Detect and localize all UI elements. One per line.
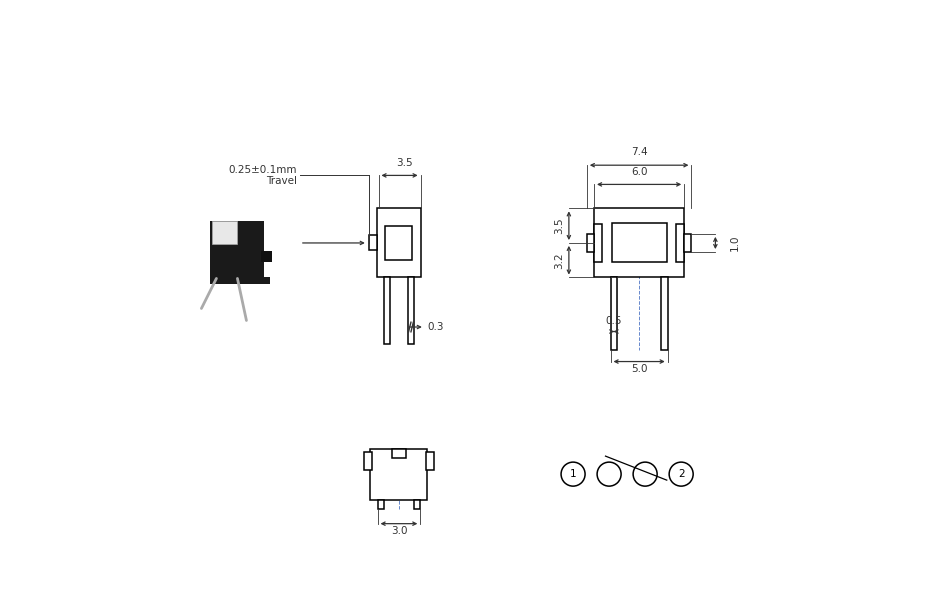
Bar [594, 208, 684, 278]
Text: 0.3: 0.3 [427, 322, 444, 332]
Text: 3.5: 3.5 [554, 218, 564, 234]
Bar [261, 251, 272, 262]
Text: 1.0: 1.0 [729, 235, 739, 251]
Bar [408, 278, 414, 344]
Text: 3.2: 3.2 [554, 252, 564, 268]
Bar [212, 221, 237, 244]
Text: 6.0: 6.0 [631, 167, 648, 176]
Text: 0.5: 0.5 [606, 316, 622, 325]
Bar [392, 448, 405, 458]
Text: 7.4: 7.4 [631, 147, 648, 158]
Bar [386, 225, 413, 261]
Bar [384, 278, 390, 344]
Text: 3.0: 3.0 [390, 525, 407, 536]
Bar [364, 452, 373, 470]
Bar [377, 499, 385, 508]
Text: 3.5: 3.5 [397, 158, 414, 168]
Bar [211, 277, 271, 284]
Bar [611, 224, 666, 262]
Bar [371, 448, 428, 499]
Bar [610, 278, 617, 350]
Bar [684, 234, 692, 252]
Text: 2: 2 [678, 469, 684, 479]
Bar [377, 208, 420, 278]
Bar [369, 236, 377, 250]
Text: 0.25±0.1mm
Travel: 0.25±0.1mm Travel [228, 165, 297, 186]
Bar [587, 234, 594, 252]
Bar [414, 499, 420, 508]
Bar [676, 224, 684, 262]
Bar [426, 452, 434, 470]
Bar [211, 221, 265, 278]
Bar [661, 278, 667, 350]
Text: 5.0: 5.0 [631, 364, 648, 373]
Bar [594, 224, 603, 262]
Text: 1: 1 [570, 469, 577, 479]
